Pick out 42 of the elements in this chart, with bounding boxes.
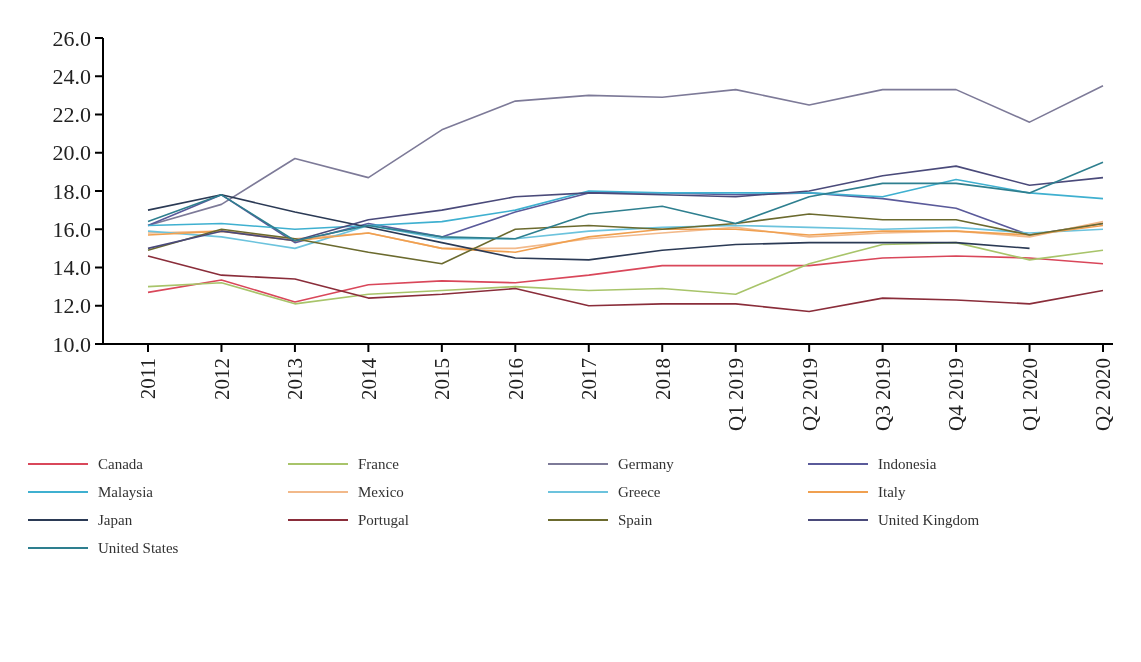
x-tick-label: Q1 2019	[724, 358, 749, 431]
x-tick-label: 2014	[356, 357, 381, 400]
legend-label: Portugal	[358, 512, 409, 529]
line-series	[147, 213, 1104, 265]
legend-label: United Kingdom	[878, 512, 980, 529]
legend-label: Canada	[98, 456, 144, 473]
legend-label: Greece	[618, 484, 661, 501]
x-tick-label: 2015	[430, 358, 455, 400]
legend-label: Indonesia	[878, 456, 937, 473]
line-series	[147, 178, 1104, 231]
line-series	[147, 255, 1104, 303]
x-tick-label: Q2 2020	[1091, 358, 1116, 431]
legend-label: Mexico	[358, 484, 404, 501]
legend-label: Spain	[618, 512, 653, 529]
legend-label: France	[358, 456, 400, 473]
legend-label: Germany	[618, 456, 675, 473]
x-tick-label: Q1 2020	[1017, 358, 1042, 431]
x-tick-label: 2017	[577, 358, 602, 400]
x-tick-label: 2012	[209, 358, 234, 400]
x-tick-label: 2016	[503, 358, 528, 400]
y-tick-label: 12.0	[52, 293, 91, 319]
legend-label: Italy	[878, 484, 906, 501]
legend-label: Japan	[98, 512, 133, 529]
line-series	[147, 255, 1104, 313]
line-series	[147, 241, 1104, 305]
x-tick-label: Q4 2019	[944, 358, 969, 431]
line-series	[147, 194, 1031, 261]
legend-label: Malaysia	[98, 484, 154, 501]
x-tick-label: 2018	[650, 358, 675, 400]
y-tick-label: 18.0	[52, 178, 91, 204]
y-tick-label: 10.0	[52, 331, 91, 357]
x-tick-label: 2013	[283, 358, 308, 400]
x-tick-label: Q3 2019	[870, 358, 895, 431]
y-tick-label: 26.0	[52, 25, 91, 51]
legend-label: United States	[98, 540, 179, 557]
y-tick-label: 20.0	[52, 140, 91, 166]
y-tick-label: 22.0	[52, 102, 91, 128]
y-tick-label: 14.0	[52, 255, 91, 281]
x-tick-label: Q2 2019	[797, 358, 822, 431]
y-tick-label: 16.0	[52, 216, 91, 242]
x-tick-label: 2011	[136, 358, 161, 400]
y-tick-label: 24.0	[52, 63, 91, 89]
